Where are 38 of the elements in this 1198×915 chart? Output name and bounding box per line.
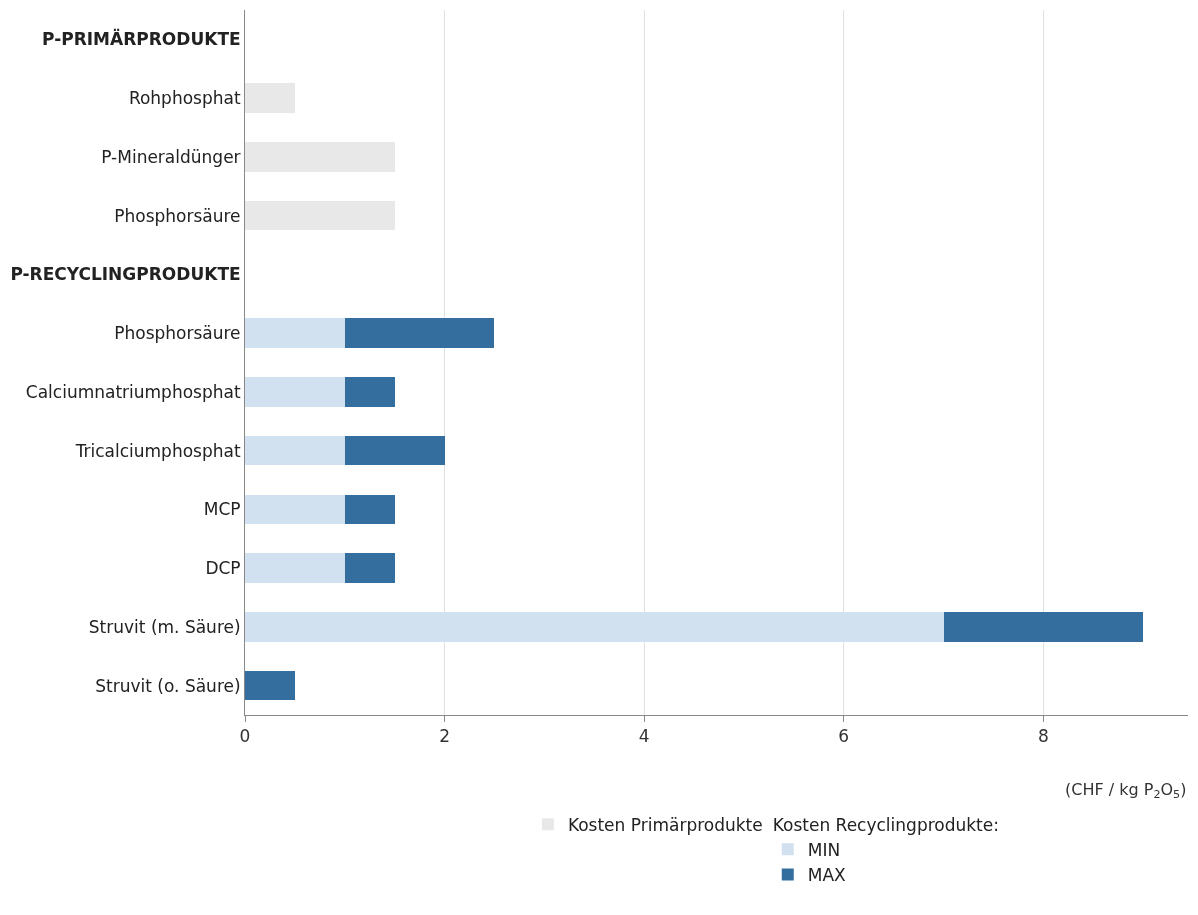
- y-tick-label: Phosphorsäure: [114, 323, 241, 344]
- bar: [344, 494, 395, 525]
- bar: [344, 318, 495, 348]
- y-tick-label: Phosphorsäure: [114, 205, 241, 226]
- legend-label: MAX: [807, 865, 847, 886]
- x-tick-label: 4: [638, 726, 650, 747]
- y-tick-label: Struvit (o. Säure): [95, 675, 241, 696]
- x-tick-label: 6: [838, 726, 850, 747]
- bar: [245, 553, 345, 583]
- legend-label: Kosten Primärprodukte: [567, 814, 763, 835]
- y-tick-label: Rohphosphat: [128, 88, 241, 109]
- y-tick-label: Tricalciumphosphat: [74, 440, 241, 461]
- bar: [245, 200, 395, 231]
- bar: [344, 435, 445, 466]
- bar: [344, 377, 395, 407]
- bar: [245, 670, 295, 701]
- y-tick-label: Struvit (m. Säure): [88, 616, 241, 637]
- x-tick-label: 2: [439, 726, 450, 747]
- y-tick-label: P-PRIMÄRPRODUKTE: [42, 28, 241, 50]
- bar: [245, 377, 345, 407]
- bar: [245, 318, 345, 348]
- bar: [245, 494, 345, 525]
- y-tick-label: DCP: [205, 558, 241, 579]
- x-tick-label: 8: [1037, 726, 1049, 747]
- bar: [245, 142, 395, 172]
- y-tick-label: MCP: [203, 499, 241, 520]
- bar: [245, 612, 944, 642]
- x-axis-title: (CHF / kg P$_{2}$O$_{5}$): [1065, 780, 1187, 802]
- y-tick-label: P-Mineraldünger: [101, 146, 241, 167]
- bar: [245, 435, 345, 466]
- bar: [344, 553, 395, 583]
- x-tick-label: 0: [239, 726, 251, 747]
- bar: [943, 612, 1144, 642]
- y-tick-label: Calciumnatriumphosphat: [25, 381, 241, 402]
- bar: [245, 83, 295, 113]
- legend-title: Kosten Recyclingprodukte:: [772, 814, 999, 835]
- y-tick-label: P-RECYCLINGPRODUKTE: [10, 264, 241, 285]
- legend-label: MIN: [807, 839, 841, 860]
